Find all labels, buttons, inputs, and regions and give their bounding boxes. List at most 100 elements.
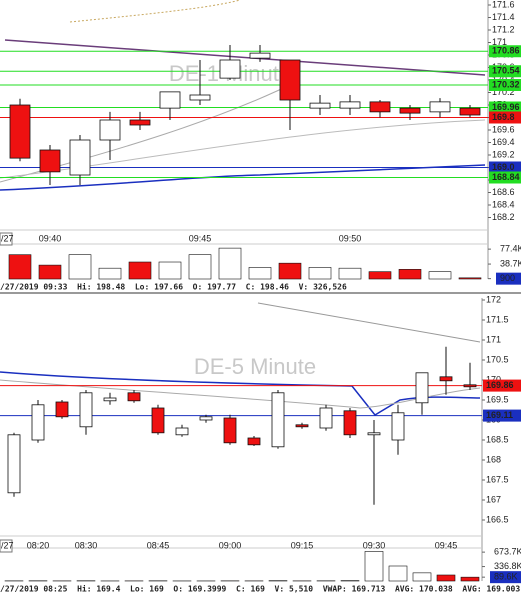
candle-body: [223, 417, 237, 444]
volume-bar: [248, 267, 272, 280]
volume-bar: [388, 565, 408, 582]
volume-tick-label: 900: [500, 273, 515, 283]
y-tick-label: 168.5: [486, 434, 509, 444]
candle-body: [7, 434, 21, 494]
y-tick-label: 169.4: [492, 137, 515, 147]
indicator-line: [257, 302, 481, 343]
candle-body: [151, 407, 165, 434]
level-label: 170.86: [492, 46, 520, 56]
y-tick-label: 171.4: [492, 12, 515, 22]
candle-body: [69, 139, 91, 176]
level-box: [483, 409, 521, 422]
y-tick-label: 169.2: [492, 149, 515, 159]
y-tick-label: 171.6: [492, 0, 515, 9]
x-tick-label: 09:50: [339, 233, 362, 243]
candle-body: [31, 404, 45, 441]
watermark: DE-5 Minute: [194, 354, 316, 379]
volume-bar: [278, 262, 302, 280]
candle-body: [459, 107, 481, 116]
volume-bar: [98, 267, 122, 280]
level-box: [489, 65, 521, 78]
x-tick-label: 08:30: [75, 540, 98, 550]
candle-body: [127, 392, 141, 402]
x-tick-label: 09:00: [219, 540, 242, 550]
volume-tick-label: 38.7K: [500, 258, 521, 268]
level-label: 169.11: [486, 410, 513, 420]
volume-tick-label: 89.6K: [494, 572, 518, 582]
indicator-line: [4, 39, 486, 76]
indicator-line: [0, 119, 486, 179]
level-label: 169.96: [492, 102, 520, 112]
level-label: 169.0: [492, 162, 515, 172]
level-label: 169.8: [492, 112, 515, 122]
x-tick-label: 09:45: [189, 233, 212, 243]
y-tick-label: 166.5: [486, 514, 509, 524]
volume-tick-label: 336.8K: [494, 561, 521, 571]
x-tick-label: 08:20: [27, 540, 50, 550]
level-box: [489, 111, 521, 124]
y-tick-label: 169.6: [492, 124, 515, 134]
x-tick-label: 09:30: [363, 540, 386, 550]
candle-body: [199, 416, 213, 421]
volume-bar: [412, 572, 432, 582]
candle-body: [463, 384, 477, 388]
level-label: 170.32: [492, 79, 520, 89]
y-tick-label: 171.5: [486, 314, 509, 324]
candle-body: [9, 104, 31, 159]
volume-bar: [368, 271, 392, 280]
volume-bar: [128, 261, 152, 280]
candle-body: [309, 102, 331, 109]
y-tick-label: 171: [492, 37, 507, 47]
candle-body: [439, 376, 453, 382]
candle-body: [99, 119, 121, 141]
candle-body: [129, 119, 151, 126]
level-box: [489, 161, 521, 174]
y-tick-label: 171.2: [492, 24, 515, 34]
volume-bar: [428, 271, 452, 280]
candle-body: [189, 94, 211, 101]
candle-body: [295, 424, 309, 428]
volume-bar: [158, 261, 182, 280]
candle-body: [271, 392, 285, 448]
y-tick-label: 172: [486, 294, 501, 304]
x-tick-label: 09:40: [39, 233, 62, 243]
indicator-line: [0, 379, 481, 409]
candle-body: [219, 59, 241, 79]
level-label: 170.54: [492, 66, 520, 76]
candle-body: [343, 410, 357, 436]
level-box: [489, 101, 521, 114]
volume-bar: [398, 269, 422, 280]
volume-tick-label: 77.4K: [500, 243, 521, 253]
candle-body: [159, 91, 181, 109]
level-box: [489, 45, 521, 58]
candle-body: [339, 101, 361, 109]
candle-body: [103, 397, 117, 402]
candle-body: [55, 401, 69, 418]
x-tick-label: 09:15: [291, 540, 314, 550]
candle-body: [429, 101, 451, 113]
volume-tick-label: 673.7K: [494, 547, 521, 557]
y-tick-label: 168: [486, 454, 501, 464]
x-tick-label: 08:45: [147, 540, 170, 550]
candle-body: [367, 432, 381, 436]
status-line: /27/2019 09:33 Hi: 198.48 Lo: 197.66 O: …: [0, 282, 347, 292]
candle-body: [399, 107, 421, 114]
indicator-line: [0, 371, 481, 416]
candle-body: [175, 427, 189, 436]
indicator-line: [69, 0, 241, 23]
x-tick-label: 09:45: [435, 540, 458, 550]
candle-body: [249, 52, 271, 59]
volume-bar: [68, 254, 92, 280]
y-tick-label: 168.4: [492, 199, 515, 209]
y-tick-label: 171: [486, 334, 501, 344]
candle-body: [391, 412, 405, 441]
level-label: 169.86: [486, 380, 514, 390]
y-tick-label: 169.5: [486, 394, 509, 404]
indicator-line: [0, 164, 486, 191]
level-box: [483, 379, 521, 392]
volume-tick-box: [496, 272, 521, 285]
date-label: /27: [1, 233, 14, 243]
date-label: /27: [1, 540, 14, 550]
y-tick-label: 170: [486, 374, 501, 384]
